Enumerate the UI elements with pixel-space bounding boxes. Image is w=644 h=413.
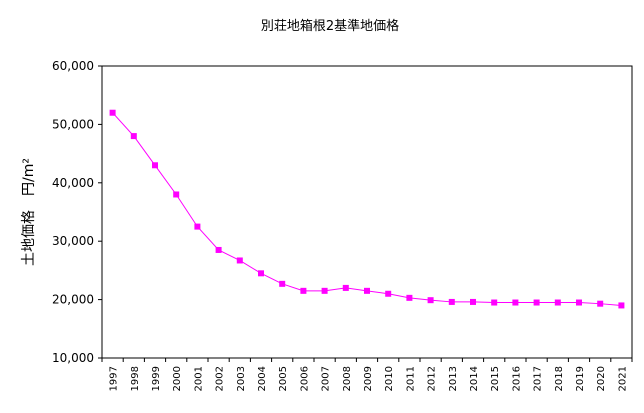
data-point — [300, 287, 307, 294]
data-point — [258, 270, 264, 277]
x-tick-label: 2011 — [405, 366, 416, 391]
y-tick-label: 60,000 — [52, 59, 94, 73]
data-point — [576, 299, 582, 306]
x-tick-label: 2014 — [469, 366, 480, 391]
data-point — [406, 294, 413, 301]
data-point — [470, 298, 476, 305]
data-point — [385, 290, 392, 297]
plot-area — [101, 65, 633, 359]
x-tick-label: 2000 — [172, 366, 183, 391]
data-point — [427, 297, 434, 304]
data-point — [491, 299, 498, 306]
x-tick-label: 2005 — [278, 366, 289, 391]
x-tick-label: 2006 — [299, 366, 310, 391]
data-point — [618, 302, 625, 309]
y-ticks: 10,000 20,000 30,000 40,000 50,000 60,000 — [52, 59, 102, 365]
data-point — [342, 284, 349, 291]
x-tick-label: 1999 — [151, 366, 162, 391]
x-tick-label: 2010 — [384, 366, 395, 391]
data-point — [109, 109, 116, 116]
x-tick-label: 2015 — [490, 366, 501, 391]
x-tick-label: 2001 — [193, 366, 204, 391]
y-axis-label: 土地価格 円/m² — [21, 158, 37, 266]
data-point — [321, 287, 328, 294]
y-tick-label: 40,000 — [52, 176, 94, 190]
x-tick-label: 2016 — [511, 366, 522, 391]
data-point — [448, 298, 455, 305]
data-point — [533, 299, 540, 306]
x-tick-label: 2012 — [427, 366, 438, 391]
data-point — [194, 223, 201, 230]
x-tick-label: 2007 — [321, 366, 332, 391]
x-tick-label: 2021 — [617, 366, 628, 391]
x-tick-label: 1998 — [130, 366, 141, 391]
x-tick-label: 1997 — [109, 366, 120, 391]
x-tick-label: 2017 — [533, 366, 544, 391]
x-tick-label: 2008 — [342, 366, 353, 391]
y-tick-label: 50,000 — [52, 117, 94, 131]
x-tick-label: 2004 — [257, 366, 268, 391]
chart-title: 別荘地箱根2基準地価格 — [261, 18, 399, 34]
data-point — [279, 280, 286, 287]
y-tick-label: 20,000 — [52, 293, 94, 307]
data-point — [364, 287, 370, 294]
x-tick-label: 2009 — [363, 366, 374, 391]
x-tick-label: 2019 — [575, 366, 586, 391]
data-point — [173, 191, 180, 198]
data-point — [554, 299, 561, 306]
data-point — [152, 162, 158, 169]
series-line — [109, 109, 625, 309]
data-point — [597, 300, 604, 307]
x-tick-label: 2018 — [554, 366, 565, 391]
data-point — [215, 246, 222, 253]
x-ticks: 1997 1998 1999 2000 2001 2002 2003 2004 2005 2006… — [101, 358, 633, 391]
data-point — [130, 133, 137, 140]
x-tick-label: 2013 — [448, 366, 459, 391]
x-tick-label: 2003 — [236, 366, 247, 391]
data-point — [512, 299, 519, 306]
x-tick-label: 2002 — [215, 366, 226, 391]
y-tick-label: 10,000 — [52, 351, 94, 365]
data-point — [236, 257, 243, 264]
y-tick-label: 30,000 — [52, 234, 94, 248]
x-tick-label: 2020 — [596, 366, 607, 391]
